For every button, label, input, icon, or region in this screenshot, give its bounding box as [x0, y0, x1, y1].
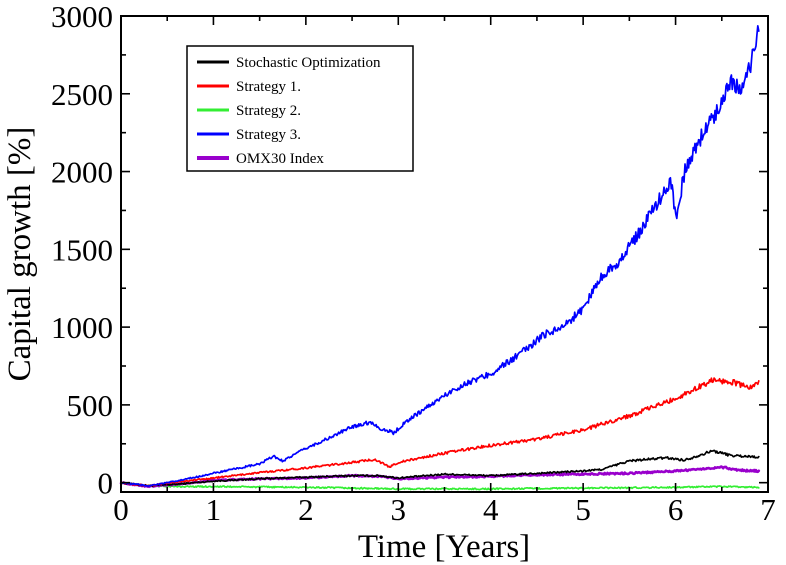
x-tick-label: 4: [483, 492, 499, 527]
x-tick-label: 7: [760, 492, 776, 527]
series-layer: [119, 24, 761, 491]
series-line-2: [120, 481, 760, 491]
y-tick-label: 500: [67, 388, 114, 423]
ticks-layer: 0 1 2 3 4 5 6 7 0 500 1000 1500 2000 2500 3000: [51, 0, 776, 527]
legend-label: Strategy 2.: [236, 103, 301, 119]
y-tick-label: 3000: [51, 0, 113, 34]
y-tick-label: 2000: [51, 155, 113, 190]
x-tick-label: 5: [575, 492, 591, 527]
legend-label: OMX30 Index: [236, 151, 324, 167]
x-tick-label: 6: [668, 492, 684, 527]
y-axis-label: Capital growth [%]: [2, 127, 38, 382]
legend: Stochastic Optimization Strategy 1. Strate…: [186, 45, 414, 172]
x-tick-label: 2: [298, 492, 314, 527]
y-tick-label: 0: [98, 466, 114, 501]
series-line-0: [120, 449, 760, 488]
series-line-3: [120, 24, 760, 487]
y-tick-label: 1500: [51, 232, 113, 267]
legend-label: Strategy 1.: [236, 79, 301, 95]
series-line-1: [120, 377, 760, 487]
legend-label: Stochastic Optimization: [236, 55, 381, 71]
x-tick-label: 0: [113, 492, 129, 527]
x-tick-label: 1: [206, 492, 222, 527]
y-tick-label: 1000: [51, 310, 113, 345]
legend-label: Strategy 3.: [236, 127, 301, 143]
x-axis-label: Time [Years]: [358, 529, 530, 565]
y-tick-label: 2500: [51, 77, 113, 112]
x-tick-label: 3: [391, 492, 407, 527]
